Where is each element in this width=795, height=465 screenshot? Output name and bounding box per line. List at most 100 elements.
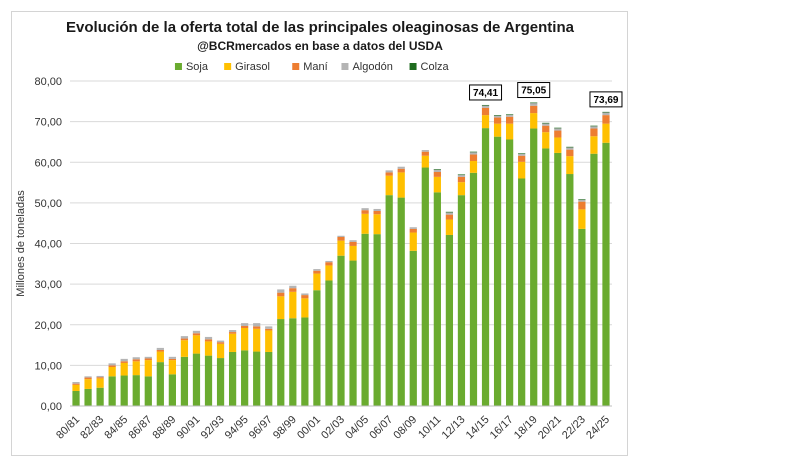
bar-man-17-18: [518, 155, 526, 162]
x-tick-label: 94/95: [223, 414, 251, 442]
bar-man-05-06: [373, 211, 381, 215]
legend-label-algodn: Algodón: [352, 61, 392, 73]
legend-swatch-soja: [174, 63, 182, 70]
bar-girasol-90-91: [192, 335, 201, 354]
bar-algodn-86-87: [144, 356, 152, 359]
bar-girasol-96-97: [265, 330, 273, 352]
bar-algodn-18-19: [530, 102, 538, 106]
x-tick-label: 24/25: [584, 414, 612, 442]
x-tick-label: 02/03: [319, 414, 347, 442]
bar-algodn-95-96: [253, 323, 261, 327]
bar-soja-90-91: [192, 353, 201, 406]
bar-man-06-07: [385, 172, 393, 176]
bar-algodn-03-04: [349, 240, 357, 242]
bar-girasol-06-07: [385, 175, 393, 196]
bar-man-98-99: [289, 288, 297, 292]
bar-colza-24-25: [602, 111, 610, 113]
bar-algodn-85-86: [132, 357, 140, 360]
bar-colza-11-12: [445, 211, 454, 213]
bar-soja-17-18: [518, 178, 526, 406]
bar-girasol-82-83: [96, 378, 104, 388]
bar-girasol-81-82: [84, 379, 92, 389]
bar-girasol-88-89: [168, 360, 176, 375]
bar-soja-97-98: [277, 319, 285, 406]
bar-soja-08-09: [409, 250, 417, 406]
bar-man-10-11: [433, 172, 441, 177]
bar-algodn-17-18: [518, 153, 526, 156]
bar-girasol-94-95: [241, 328, 249, 351]
bar-girasol-03-04: [349, 245, 357, 261]
bar-soja-20-21: [554, 152, 562, 406]
bar-girasol-85-86: [132, 361, 140, 376]
x-tick-label: 00/01: [295, 414, 323, 442]
bar-colza-20-21: [554, 127, 562, 129]
y-tick-label: 60,00: [34, 157, 62, 169]
bar-soja-23-24: [590, 153, 598, 406]
bar-soja-85-86: [132, 375, 140, 406]
bar-colza-15-16: [493, 115, 502, 116]
bar-girasol-02-03: [337, 240, 345, 256]
x-tick-label: 84/85: [102, 414, 130, 442]
bar-girasol-18-19: [530, 113, 538, 129]
bar-algodn-96-97: [265, 326, 273, 329]
bar-algodn-24-25: [602, 112, 610, 116]
bar-colza-17-18: [518, 153, 526, 154]
bar-soja-05-06: [373, 234, 381, 406]
bar-man-80-81: [72, 383, 80, 385]
bar-soja-92-93: [216, 358, 225, 406]
bar-man-89-90: [180, 338, 189, 341]
x-tick-label: 12/13: [440, 414, 468, 442]
bar-soja-82-83: [96, 387, 104, 406]
bar-soja-93-94: [228, 351, 237, 406]
callout-label: 75,05: [521, 86, 546, 97]
bar-soja-09-10: [421, 167, 429, 406]
bar-man-18-19: [530, 105, 538, 114]
bar-algodn-98-99: [289, 285, 297, 289]
x-tick-label: 18/19: [512, 414, 540, 442]
bar-man-03-04: [349, 241, 357, 246]
bar-colza-10-11: [433, 169, 441, 170]
bar-man-15-16: [493, 117, 502, 124]
x-tick-label: 88/89: [151, 414, 179, 442]
bar-man-11-12: [445, 214, 454, 220]
bar-algodn-94-95: [241, 323, 249, 326]
x-tick-label: 08/09: [391, 414, 419, 442]
bar-man-85-86: [132, 359, 140, 362]
legend-label-soja: Soja: [186, 61, 209, 73]
bar-algodn-06-07: [385, 170, 393, 173]
bar-soja-21-22: [566, 174, 574, 406]
bar-algodn-02-03: [337, 235, 345, 237]
x-tick-label: 80/81: [54, 414, 82, 442]
y-tick-label: 50,00: [34, 198, 62, 210]
bar-algodn-90-91: [192, 330, 201, 334]
bar-girasol-10-11: [433, 176, 441, 193]
bar-man-24-25: [602, 115, 610, 124]
bar-girasol-01-02: [325, 265, 333, 281]
callout-box: [517, 82, 551, 99]
bar-man-83-84: [108, 365, 116, 367]
bar-soja-80-81: [72, 390, 80, 406]
bar-man-81-82: [84, 377, 92, 380]
bar-algodn-93-94: [228, 330, 237, 333]
bar-algodn-83-84: [108, 363, 116, 366]
bar-colza-23-24: [590, 125, 598, 127]
x-tick-label: 96/97: [247, 414, 275, 442]
x-tick-label: 20/21: [536, 414, 564, 442]
bar-man-16-17: [506, 116, 514, 124]
x-tick-label: 06/07: [367, 414, 395, 442]
bar-soja-16-17: [506, 139, 514, 406]
bar-man-90-91: [192, 333, 201, 336]
bar-soja-15-16: [493, 136, 502, 406]
x-tick-label: 14/15: [464, 414, 492, 442]
bar-algodn-09-10: [421, 150, 429, 152]
bar-girasol-04-05: [361, 213, 369, 234]
bar-girasol-07-08: [397, 172, 405, 198]
x-tick-label: 92/93: [199, 414, 227, 442]
bar-man-95-96: [253, 326, 261, 329]
bar-algodn-82-83: [96, 375, 104, 378]
bar-soja-22-23: [578, 228, 586, 406]
bar-man-21-22: [566, 149, 574, 157]
x-tick-label: 04/05: [343, 414, 371, 442]
callout-label: 73,69: [593, 95, 618, 106]
bar-girasol-97-98: [277, 296, 285, 320]
